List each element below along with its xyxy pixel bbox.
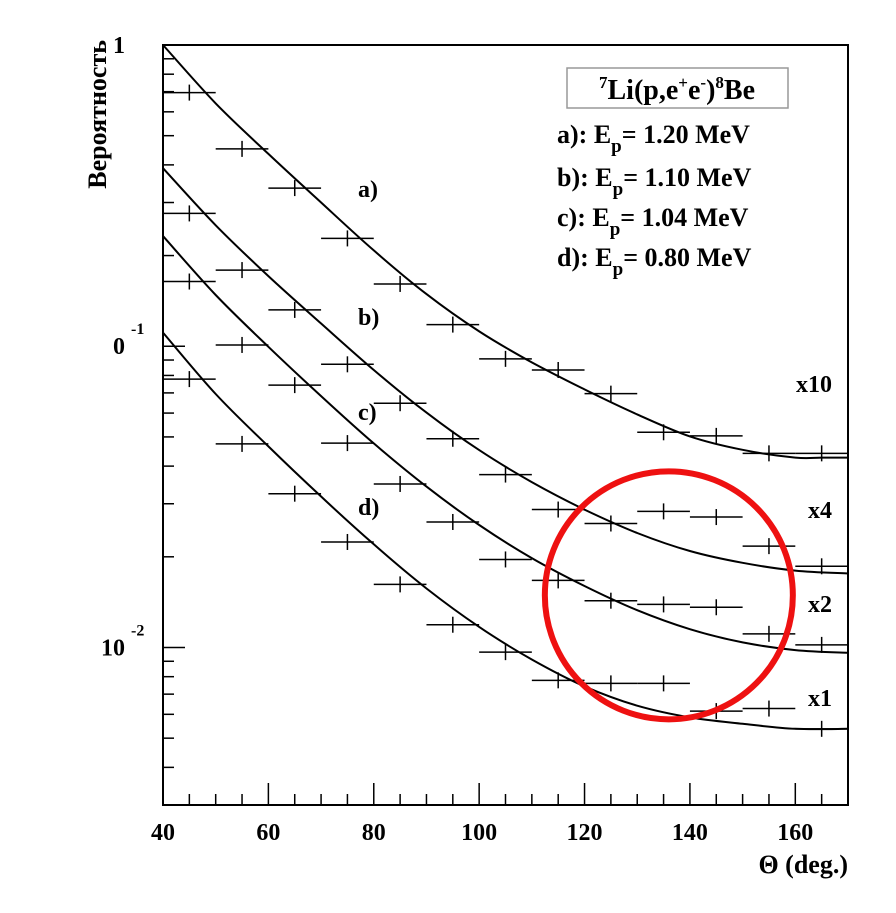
data-point [163, 273, 216, 290]
curve-label-d: d) [358, 495, 379, 521]
scale-label-d: x1 [808, 686, 832, 712]
data-point [637, 675, 690, 692]
data-point [742, 538, 796, 555]
data-point [215, 435, 269, 452]
data-point [163, 205, 216, 222]
legend-entry: a): Ep= 1.20 MeV [557, 120, 750, 157]
data-point [584, 515, 638, 532]
curve-label-c: c) [358, 400, 377, 426]
data-point [795, 636, 848, 653]
data-point [373, 576, 427, 593]
legend: 7Li(p,e+e-)8Be a): Ep= 1.20 MeV b): Ep= 1.… [557, 67, 789, 280]
legend-title: 7Li(p,e+e-)8Be [599, 73, 755, 106]
legend-entry: b): Ep= 1.10 MeV [557, 163, 752, 200]
annotation-layer [541, 468, 796, 723]
data-point [531, 572, 585, 589]
data-point [268, 485, 322, 502]
data-point [479, 350, 532, 367]
x-tick-label: 120 [567, 820, 603, 846]
data-point [479, 644, 532, 661]
data-point [689, 509, 743, 526]
data-point [426, 316, 480, 333]
legend-entry: d): Ep= 0.80 MeV [557, 243, 752, 280]
data-point [795, 720, 848, 737]
data-point [426, 616, 480, 633]
data-point [215, 262, 269, 279]
curve-c [162, 235, 849, 654]
data-point [321, 533, 374, 550]
data-point [479, 551, 532, 568]
curve-d [162, 331, 849, 731]
y-tick-label: 10 [101, 635, 125, 661]
data-point [584, 675, 638, 692]
highlight-circle [541, 468, 796, 723]
data-point [795, 445, 848, 462]
data-point [373, 275, 427, 292]
curve-label-b: b) [358, 305, 379, 331]
x-axis-title: Θ (deg.) [758, 850, 848, 879]
curve-b [162, 167, 849, 575]
data-point [584, 385, 638, 402]
y-tick-label: 0 [113, 334, 125, 360]
x-tick-label: 60 [256, 820, 280, 846]
data-point [795, 558, 848, 575]
data-point [321, 435, 374, 452]
data-point [584, 592, 638, 609]
y-tick-exponent: -2 [131, 622, 144, 639]
y-tick-label: 1 [113, 33, 125, 59]
x-tick-label: 40 [151, 820, 175, 846]
x-tick-label: 140 [672, 820, 708, 846]
data-point [689, 599, 743, 616]
data-point [426, 513, 480, 530]
data-point [742, 700, 796, 717]
x-tick-label: 100 [461, 820, 497, 846]
data-point [321, 230, 374, 247]
legend-title-box [566, 67, 789, 109]
curve-label-a: a) [358, 177, 378, 203]
scale-label-c: x2 [808, 592, 832, 618]
data-point [689, 427, 743, 444]
y-axis-title: Вероятность [83, 40, 112, 189]
y-tick-exponent: -1 [131, 321, 144, 338]
data-point [426, 430, 480, 447]
scale-label-b: x4 [808, 498, 832, 524]
data-point [215, 140, 269, 157]
legend-entry: c): Ep= 1.04 MeV [557, 203, 749, 240]
x-tick-label: 160 [777, 820, 813, 846]
data-point [163, 84, 216, 101]
data-point [321, 356, 374, 373]
data-point [215, 336, 269, 353]
scale-label-a: x10 [796, 372, 832, 398]
data-point [637, 503, 690, 520]
data-point [163, 371, 216, 388]
data-point [479, 466, 532, 483]
data-point [268, 301, 322, 318]
data-point [268, 377, 322, 394]
curve-labels: a) x10 b) x4 c) x2 d) x1 [358, 177, 832, 712]
data-point [637, 424, 690, 441]
x-tick-label: 80 [362, 820, 386, 846]
data-point [742, 445, 796, 462]
curve-a [162, 44, 848, 460]
data-point [531, 361, 585, 378]
data-point [373, 395, 427, 412]
data-point [637, 596, 690, 613]
theory-curves [162, 44, 849, 731]
data-points [163, 84, 848, 737]
data-point [268, 180, 322, 197]
data-point [373, 475, 427, 492]
